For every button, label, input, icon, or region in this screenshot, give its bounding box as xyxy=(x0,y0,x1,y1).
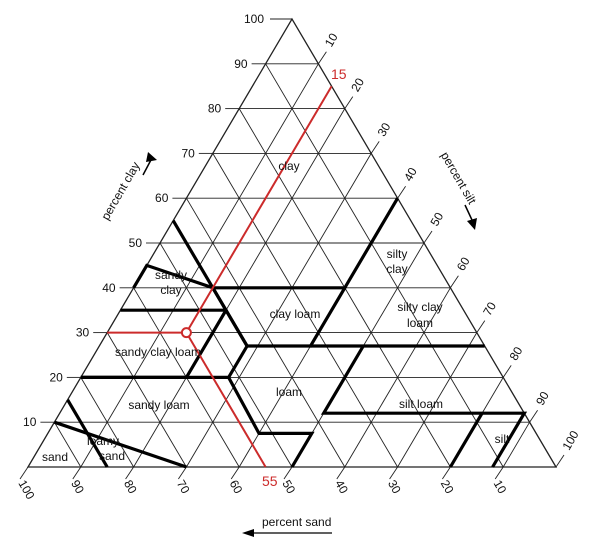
region-label-loamy-sand: loamy xyxy=(87,434,119,448)
sand-axis-label: percent sand xyxy=(262,515,331,529)
sand-tick-mark xyxy=(336,466,346,480)
region-label-silty-clay-loam: silty clay xyxy=(397,300,442,314)
region-label-clay-loam: clay loam xyxy=(270,307,321,321)
sand-tick-mark xyxy=(230,466,240,480)
tick-labels: 1009080706050403020101020304050607080901… xyxy=(15,12,581,502)
sand-tick-mark xyxy=(494,466,504,480)
sand-tick-mark xyxy=(125,466,134,480)
silt-axis-arrow xyxy=(464,204,473,221)
sand-tick-label: 50 xyxy=(279,478,298,497)
region-label-silt-loam: silt loam xyxy=(399,397,443,411)
clay-tick-label: 10 xyxy=(23,415,37,429)
region-label-silty-clay: clay xyxy=(386,262,407,276)
silt-tick-mark xyxy=(555,454,565,468)
region-label-silty-clay-loam: loam xyxy=(407,316,433,330)
silt-tick-mark xyxy=(397,185,406,199)
silt-tick-label: 50 xyxy=(427,210,446,229)
clay-tick-label: 50 xyxy=(129,236,143,250)
sand-tick-label: 100 xyxy=(15,478,37,503)
silt-gridline xyxy=(397,332,478,468)
silt-axis-arrowhead xyxy=(467,218,477,230)
silt-tick-label: 30 xyxy=(375,120,394,139)
sand-tick-label: 30 xyxy=(385,478,404,497)
sand-tick-mark xyxy=(178,466,187,480)
region-label-sand: sand xyxy=(42,450,68,464)
sand-tick-label: 10 xyxy=(491,478,510,497)
silt-gridline xyxy=(344,287,451,468)
sand-reading-label: 55 xyxy=(262,473,278,489)
sand-gridline xyxy=(54,421,82,468)
class-boundary xyxy=(53,420,187,469)
sand-gridline xyxy=(106,332,187,468)
sand-axis-arrowhead xyxy=(242,529,254,537)
silt-tick-label: 60 xyxy=(454,254,473,273)
silt-guide-line xyxy=(185,85,333,334)
sand-tick-label: 60 xyxy=(227,478,246,497)
sample-point-marker xyxy=(180,327,192,339)
silt-tick-mark xyxy=(529,409,538,423)
clay-tick-label: 90 xyxy=(234,57,248,71)
sand-tick-mark xyxy=(283,466,293,480)
region-label-loam: loam xyxy=(276,385,302,399)
clay-tick-label: 40 xyxy=(102,281,116,295)
sand-tick-label: 20 xyxy=(438,478,457,497)
region-label-sandy-clay: sandy xyxy=(155,268,187,282)
silt-tick-mark xyxy=(423,230,433,244)
clay-tick-label: 100 xyxy=(244,12,264,26)
silt-tick-label: 100 xyxy=(559,428,581,453)
silt-tick-label: 40 xyxy=(401,165,420,184)
silt-tick-label: 70 xyxy=(480,299,499,318)
sand-tick-label: 40 xyxy=(332,478,351,497)
sand-tick-label: 90 xyxy=(68,478,87,497)
class-boundary xyxy=(449,412,484,468)
region-label-silty-clay: silty xyxy=(387,247,408,261)
clay-tick-label: 70 xyxy=(181,146,195,160)
class-boundary xyxy=(211,286,249,347)
clay-axis-label: percent clay xyxy=(98,159,142,222)
clay-tick-label: 80 xyxy=(208,102,222,116)
sand-tick-mark xyxy=(389,466,398,480)
silt-tick-mark xyxy=(450,275,459,289)
sand-tick-mark xyxy=(72,466,82,480)
sand-tick-mark xyxy=(442,466,451,480)
silt-tick-mark xyxy=(344,96,354,109)
silt-tick-label: 20 xyxy=(348,75,367,94)
silt-gridline xyxy=(186,153,372,468)
class-boundaries xyxy=(53,197,528,469)
region-label-loamy-sand: sand xyxy=(99,449,125,463)
silt-tick-label: 80 xyxy=(507,344,526,363)
region-label-sandy-clay-loam: sandy clay loam xyxy=(115,345,201,359)
clay-tick-label: 20 xyxy=(49,370,63,384)
sand-tick-mark xyxy=(19,466,29,480)
silt-tick-mark xyxy=(476,320,486,333)
region-label-silt: silt xyxy=(495,432,510,446)
silt-tick-label: 90 xyxy=(533,389,552,408)
class-boundary xyxy=(227,376,315,468)
class-boundary xyxy=(320,345,528,468)
silt-tick-mark xyxy=(318,51,327,65)
sand-gridline xyxy=(80,377,134,468)
clay-tick-label: 30 xyxy=(76,326,90,340)
clay-tick-label: 60 xyxy=(155,191,169,205)
sand-tick-label: 80 xyxy=(121,478,140,497)
clay-axis-arrowhead xyxy=(146,152,157,162)
region-label-clay: clay xyxy=(278,159,299,173)
sand-guide-line xyxy=(185,332,267,468)
silt-tick-mark xyxy=(370,141,380,154)
silt-tick-mark xyxy=(502,365,512,378)
sand-tick-label: 70 xyxy=(174,478,193,497)
grid-lines xyxy=(19,17,565,480)
region-label-sandy-loam: sandy loam xyxy=(128,398,189,412)
sand-gridline xyxy=(159,242,293,468)
silt-gridline xyxy=(502,421,530,468)
silt-reading-label: 15 xyxy=(331,66,347,82)
silt-axis-label: percent silt xyxy=(438,149,479,207)
silt-tick-label: 10 xyxy=(322,30,341,49)
region-label-sandy-clay: clay xyxy=(160,283,181,297)
